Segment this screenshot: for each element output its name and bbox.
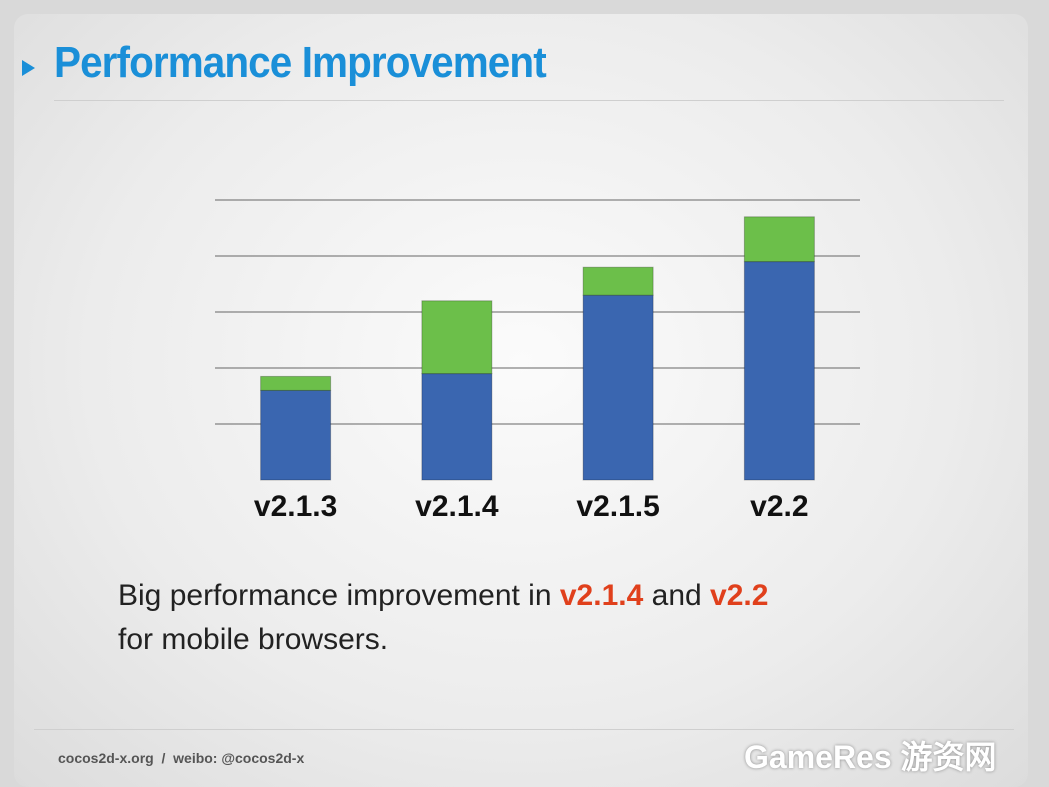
bar-segment	[421, 373, 493, 481]
bar-segment	[743, 261, 815, 481]
caption: Big performance improvement in v2.1.4 an…	[118, 574, 768, 662]
slide-title: Performance Improvement	[54, 38, 547, 87]
title-marker	[22, 60, 35, 76]
watermark-latin: GameRes	[744, 739, 892, 775]
footer-rule	[34, 729, 1014, 730]
caption-highlight: v2.1.4	[559, 579, 644, 612]
bar-segment	[582, 266, 654, 296]
bar-segment	[260, 389, 332, 481]
caption-text: Big performance improvement in	[118, 579, 552, 612]
caption-text: and	[651, 579, 702, 612]
caption-text: for mobile browsers.	[118, 623, 389, 656]
caption-highlight: v2.2	[710, 579, 769, 612]
x-tick-label: v2.2	[750, 490, 808, 523]
footer: cocos2d-x.org / weibo: @cocos2d-x	[58, 750, 305, 766]
watermark-chinese: 游资网	[900, 739, 997, 775]
bar-segment	[582, 294, 654, 481]
slide: Performance Improvement Big performance …	[14, 14, 1028, 787]
watermark: GameRes 游资网	[744, 732, 997, 778]
x-tick-label: v2.1.4	[415, 490, 499, 523]
bar-segment	[260, 375, 332, 391]
x-tick-label: v2.1.3	[254, 490, 337, 523]
x-tick-label: v2.1.5	[576, 490, 659, 523]
bar-segment	[421, 300, 493, 375]
title-rule	[54, 100, 1004, 101]
bar-segment	[743, 216, 815, 263]
